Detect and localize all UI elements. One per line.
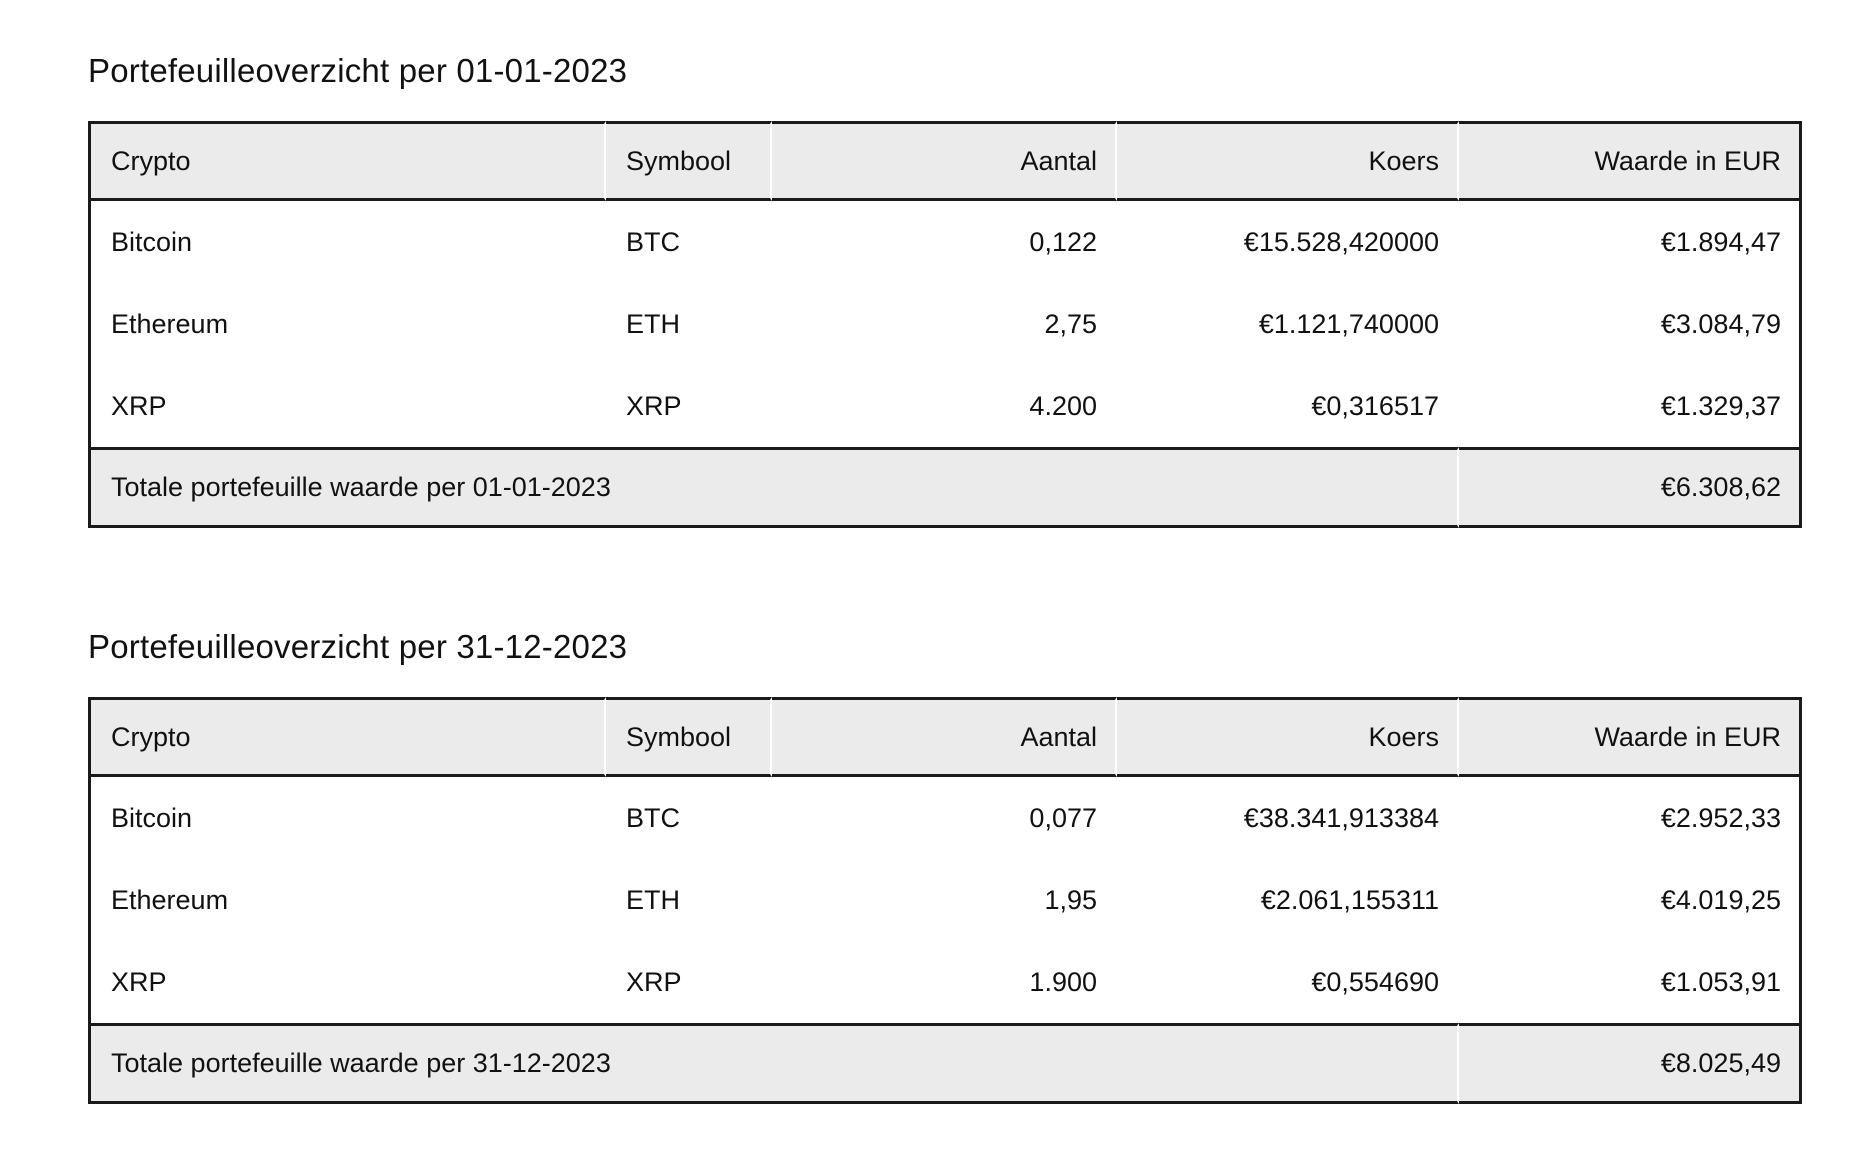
cell-koers: €2.061,155311 <box>1117 859 1459 941</box>
cell-koers: €0,554690 <box>1117 941 1459 1023</box>
cell-crypto: Bitcoin <box>88 777 606 859</box>
col-header-aantal: Aantal <box>772 121 1117 201</box>
total-value-cell: €6.308,62 <box>1459 447 1802 528</box>
cell-waarde: €1.329,37 <box>1459 365 1802 447</box>
cell-aantal: 0,122 <box>772 201 1117 283</box>
cell-symbol: ETH <box>606 283 772 365</box>
total-value-cell: €8.025,49 <box>1459 1023 1802 1104</box>
cell-symbol: BTC <box>606 777 772 859</box>
table-row-xrp: XRP XRP 4.200 €0,316517 €1.329,37 <box>88 365 1802 447</box>
portfolio-table-start-of-year: Crypto Symbool Aantal Koers Waarde in EU… <box>88 121 1802 528</box>
cell-symbol: XRP <box>606 365 772 447</box>
total-row: Totale portefeuille waarde per 31-12-202… <box>88 1023 1802 1104</box>
cell-aantal: 4.200 <box>772 365 1117 447</box>
table-row-xrp: XRP XRP 1.900 €0,554690 €1.053,91 <box>88 941 1802 1023</box>
col-header-symbol: Symbool <box>606 697 772 777</box>
cell-waarde: €4.019,25 <box>1459 859 1802 941</box>
cell-symbol: ETH <box>606 859 772 941</box>
cell-koers: €0,316517 <box>1117 365 1459 447</box>
cell-aantal: 2,75 <box>772 283 1117 365</box>
cell-waarde: €1.894,47 <box>1459 201 1802 283</box>
portfolio-table-end-of-year: Crypto Symbool Aantal Koers Waarde in EU… <box>88 697 1802 1104</box>
col-header-symbol: Symbool <box>606 121 772 201</box>
cell-aantal: 1.900 <box>772 941 1117 1023</box>
cell-symbol: XRP <box>606 941 772 1023</box>
col-header-aantal: Aantal <box>772 697 1117 777</box>
cell-crypto: Bitcoin <box>88 201 606 283</box>
table-header-row: Crypto Symbool Aantal Koers Waarde in EU… <box>88 697 1802 777</box>
col-header-koers: Koers <box>1117 121 1459 201</box>
total-label-cell: Totale portefeuille waarde per 01-01-202… <box>88 447 1459 528</box>
cell-waarde: €1.053,91 <box>1459 941 1802 1023</box>
table-header-row: Crypto Symbool Aantal Koers Waarde in EU… <box>88 121 1802 201</box>
col-header-waarde: Waarde in EUR <box>1459 697 1802 777</box>
cell-crypto: Ethereum <box>88 859 606 941</box>
cell-crypto: XRP <box>88 365 606 447</box>
col-header-koers: Koers <box>1117 697 1459 777</box>
cell-crypto: XRP <box>88 941 606 1023</box>
table-row-bitcoin: Bitcoin BTC 0,122 €15.528,420000 €1.894,… <box>88 201 1802 283</box>
total-row: Totale portefeuille waarde per 01-01-202… <box>88 447 1802 528</box>
cell-aantal: 0,077 <box>772 777 1117 859</box>
col-header-crypto: Crypto <box>88 121 606 201</box>
col-header-waarde: Waarde in EUR <box>1459 121 1802 201</box>
cell-waarde: €2.952,33 <box>1459 777 1802 859</box>
portfolio-title-end-of-year: Portefeuilleoverzicht per 31-12-2023 <box>88 628 628 665</box>
table-row-ethereum: Ethereum ETH 1,95 €2.061,155311 €4.019,2… <box>88 859 1802 941</box>
cell-koers: €15.528,420000 <box>1117 201 1459 283</box>
portfolio-section-start-of-year: Portefeuilleoverzicht per 01-01-2023 Cry… <box>88 48 1802 528</box>
portfolio-title-start-of-year: Portefeuilleoverzicht per 01-01-2023 <box>88 52 628 89</box>
cell-koers: €1.121,740000 <box>1117 283 1459 365</box>
cell-symbol: BTC <box>606 201 772 283</box>
table-row-ethereum: Ethereum ETH 2,75 €1.121,740000 €3.084,7… <box>88 283 1802 365</box>
table-row-bitcoin: Bitcoin BTC 0,077 €38.341,913384 €2.952,… <box>88 777 1802 859</box>
cell-waarde: €3.084,79 <box>1459 283 1802 365</box>
col-header-crypto: Crypto <box>88 697 606 777</box>
portfolio-section-end-of-year: Portefeuilleoverzicht per 31-12-2023 Cry… <box>88 624 1802 1104</box>
cell-koers: €38.341,913384 <box>1117 777 1459 859</box>
total-label-cell: Totale portefeuille waarde per 31-12-202… <box>88 1023 1459 1104</box>
cell-aantal: 1,95 <box>772 859 1117 941</box>
cell-crypto: Ethereum <box>88 283 606 365</box>
